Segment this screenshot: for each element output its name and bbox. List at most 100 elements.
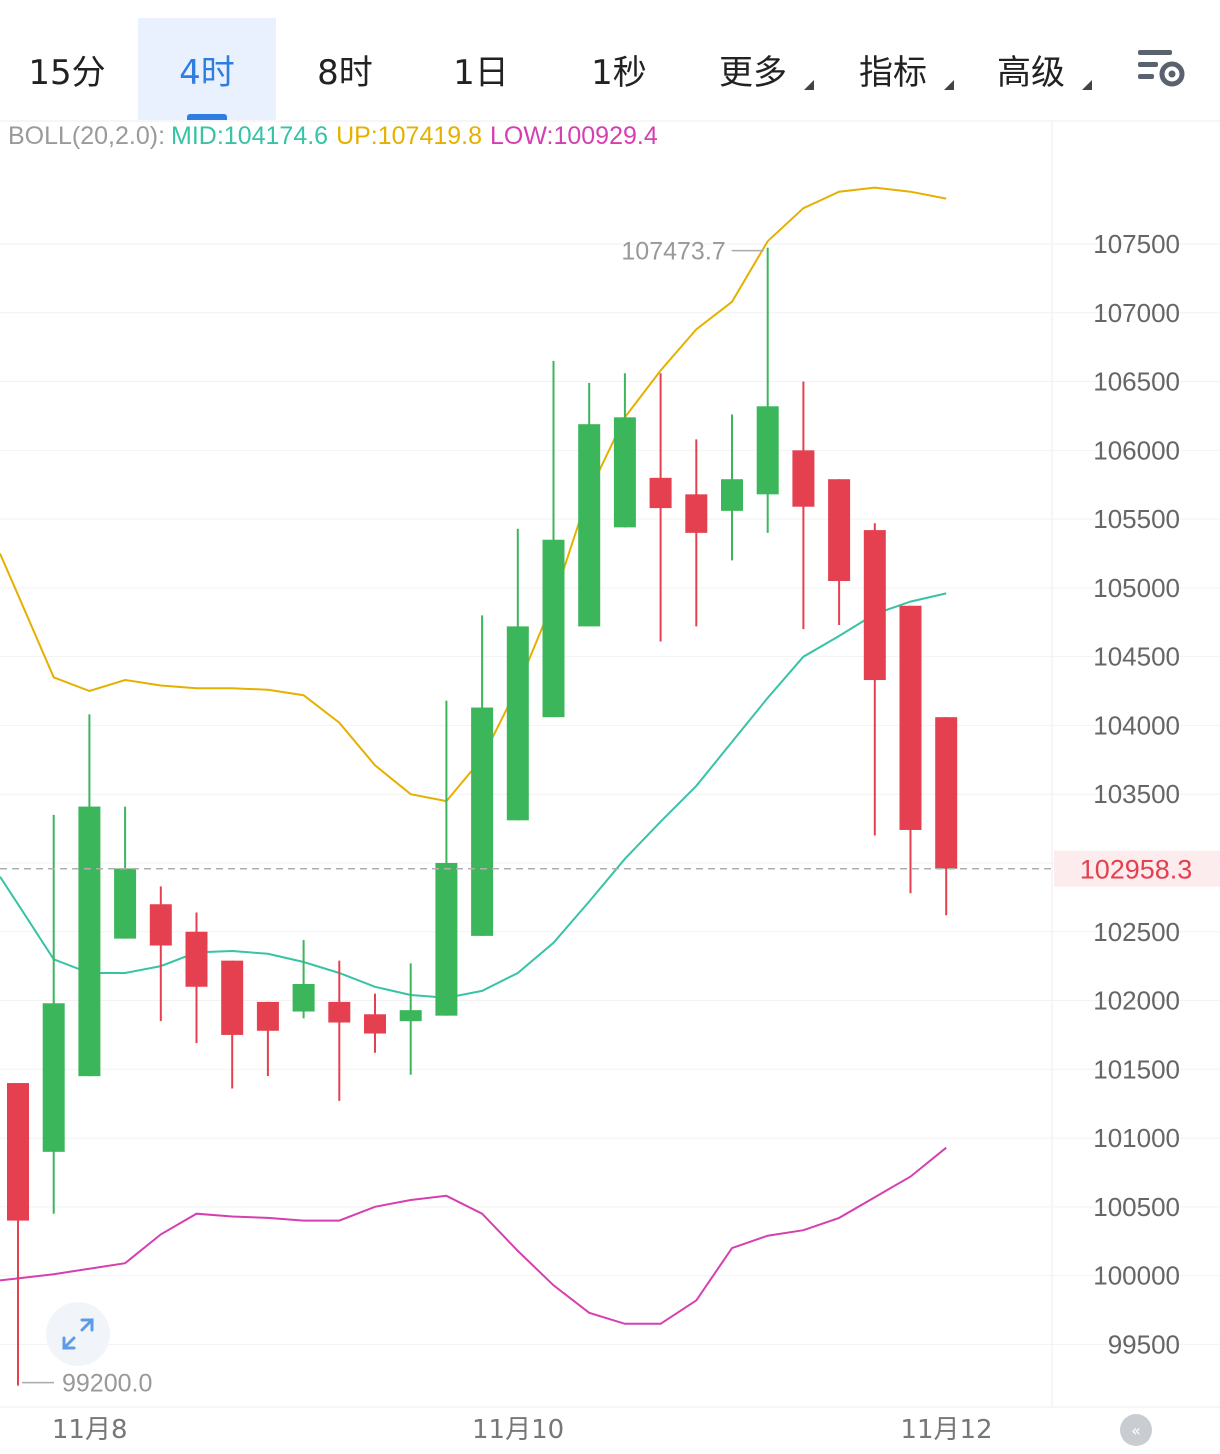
y-tick-label: 100000 [1093,1261,1180,1291]
tab-indicators[interactable]: 指标 [830,18,956,120]
boll-lower-band-line [0,1146,947,1325]
tab-1d[interactable]: 1日 [414,18,548,120]
candle-body [828,479,851,581]
tab-label: 15分 [28,52,106,93]
boll-label: BOLL(20,2.0): [8,122,166,150]
candle [185,912,208,1044]
candle [7,1083,29,1386]
candle-body [542,539,565,718]
candle-body [792,450,815,507]
timeframe-toolbar: 15分 4时 8时 1日 1秒 更多 指标 高级 [0,0,1220,120]
tab-8h[interactable]: 8时 [276,18,414,120]
candle [542,360,565,718]
dropdown-corner-icon [944,80,954,90]
candle-body [649,477,672,509]
candle [935,717,958,916]
y-tick-label: 100500 [1093,1192,1180,1222]
tab-4h[interactable]: 4时 [138,18,276,120]
candle [399,963,422,1075]
y-tick-label: 105000 [1093,573,1180,603]
candle-body [613,417,636,528]
candle [613,373,636,528]
x-tick-label: 11月12 [900,1415,992,1445]
candle [292,940,315,1019]
candle-body [863,530,886,681]
candle-body [149,904,172,946]
candle [828,479,851,626]
candle-body [256,1001,279,1031]
tab-label: 1秒 [591,52,647,93]
candle [114,806,137,939]
collapse-icon: « [1131,1420,1141,1440]
current-price-label: 102958.3 [1080,855,1193,885]
x-tick-label: 11月10 [472,1415,564,1445]
y-tick-label: 101500 [1093,1054,1180,1084]
candle-body [221,960,244,1035]
candle-body [899,605,922,830]
candle-body [506,626,529,821]
candle [364,993,386,1053]
candle-body [114,868,137,939]
candle-body [399,1010,422,1022]
y-tick-label: 106500 [1093,367,1180,397]
y-tick-label: 102500 [1093,917,1180,947]
boll-up-value: UP:107419.8 [336,122,483,150]
tab-label: 指标 [859,52,927,93]
candle [256,1001,279,1077]
y-tick-label: 104500 [1093,642,1180,672]
collapse-panel-button[interactable]: « [1120,1414,1152,1446]
candle [578,382,601,627]
boll-upper-band-line [0,186,947,803]
tab-more[interactable]: 更多 [690,18,816,120]
tab-1s[interactable]: 1秒 [552,18,686,120]
candle [721,414,743,561]
y-tick-label: 103500 [1093,779,1180,809]
candle [792,381,815,630]
expand-icon [62,1318,94,1350]
candle-body [42,1003,65,1152]
y-tick-label: 99500 [1108,1329,1180,1359]
y-tick-label: 102000 [1093,986,1180,1016]
candle-body [685,494,708,533]
candle [42,814,65,1214]
candle [685,439,708,627]
boll-mid-band-line [0,592,947,999]
candle [899,605,922,894]
min-price-label: 99200.0 [62,1370,152,1398]
boll-mid-value: MID:104174.6 [171,122,329,150]
tab-label: 更多 [719,52,787,93]
candle-body [721,479,743,511]
x-tick-label: 11月8 [52,1415,128,1445]
candle [506,528,529,821]
candle-body [7,1083,29,1221]
chart-settings-icon[interactable] [1132,40,1192,100]
y-tick-label: 106000 [1093,435,1180,465]
candle-body [328,1001,351,1023]
candle-body [756,406,779,495]
tab-label: 4时 [179,52,235,93]
y-tick-label: 107500 [1093,229,1180,259]
y-tick-label: 104000 [1093,710,1180,740]
candle-body [435,862,458,1016]
tab-label: 高级 [997,52,1065,93]
dropdown-corner-icon [804,80,814,90]
candle-body [578,424,601,627]
tab-advanced[interactable]: 高级 [968,18,1094,120]
y-tick-label: 101000 [1093,1123,1180,1153]
tab-15min[interactable]: 15分 [0,18,134,120]
candle [863,523,886,836]
expand-chart-button[interactable] [46,1302,110,1366]
candle [328,960,351,1101]
y-tick-label: 107000 [1093,298,1180,328]
candle [756,247,779,533]
boll-low-value: LOW:100929.4 [490,122,658,150]
candle [149,886,172,1022]
dropdown-corner-icon [1082,80,1092,90]
y-tick-label: 105500 [1093,504,1180,534]
candle [221,960,244,1089]
tab-label: 8时 [317,52,373,93]
candle-body [364,1014,386,1034]
candle-body [78,806,101,1077]
candle-body [471,707,494,936]
